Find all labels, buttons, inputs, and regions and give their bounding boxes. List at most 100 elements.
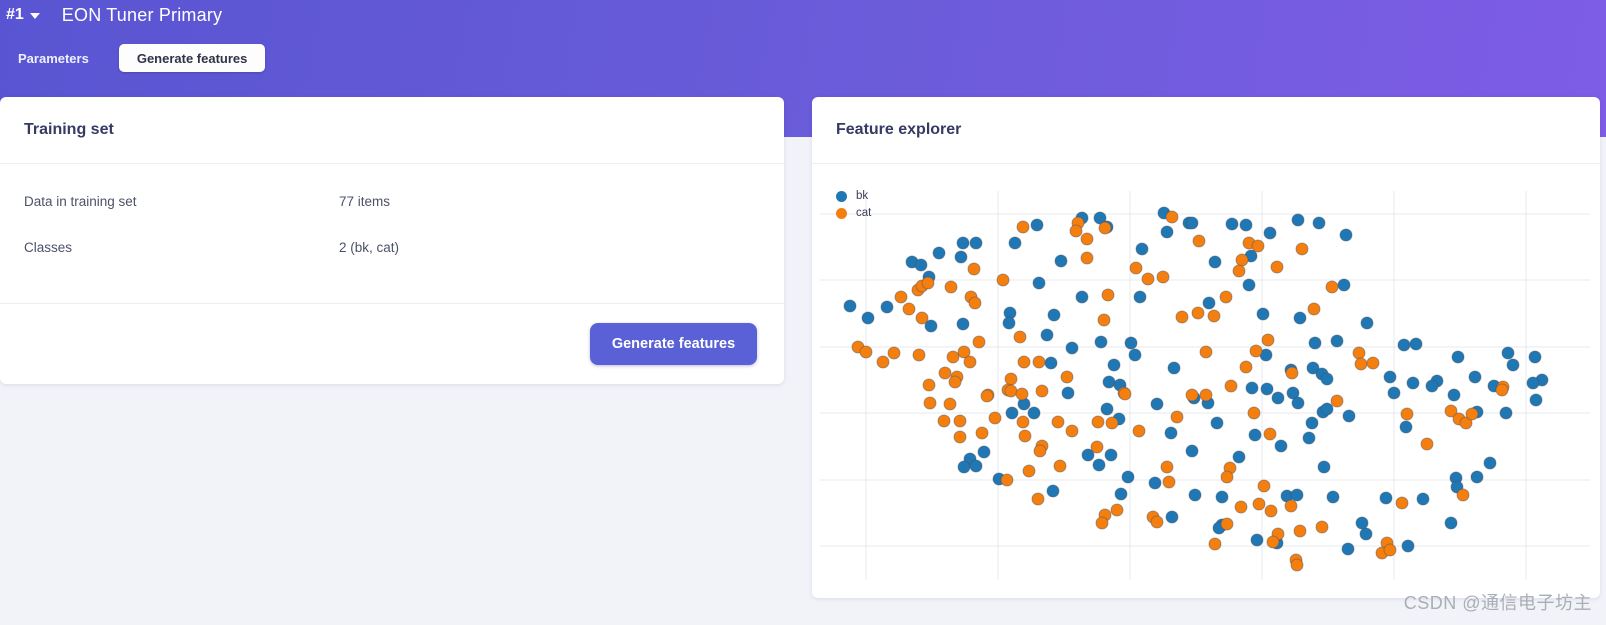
scatter-point-bk [1202, 296, 1216, 310]
scatter-point-bk [1406, 376, 1420, 390]
scatter-point-cat [1051, 415, 1065, 429]
scatter-point-cat [1053, 459, 1067, 473]
scatter-point-bk [1164, 426, 1178, 440]
scatter-point-cat [1015, 387, 1029, 401]
scatter-point-bk [1185, 216, 1199, 230]
scatter-point-bk [1306, 361, 1320, 375]
scatter-point-cat [922, 378, 936, 392]
scatter-point-cat [1065, 424, 1079, 438]
scatter-point-bk [1383, 370, 1397, 384]
scatter-point-cat [1118, 387, 1132, 401]
scatter-point-bk [1114, 487, 1128, 501]
scatter-point-cat [1284, 499, 1298, 513]
legend-label-cat: cat [856, 207, 872, 219]
watermark-text: CSDN @通信电子坊主 [1403, 593, 1592, 613]
scatter-point-cat [1141, 272, 1155, 286]
scatter-point-cat [953, 414, 967, 428]
scatter-point-cat [1185, 388, 1199, 402]
legend-item-cat[interactable]: cat [836, 207, 871, 219]
scatter-point-bk [1210, 416, 1224, 430]
scatter-point-bk [1030, 218, 1044, 232]
scatter-point-cat [1232, 264, 1246, 278]
scatter-point-cat [1091, 415, 1105, 429]
scatter-point-cat [876, 355, 890, 369]
scatter-point-bk [1040, 328, 1054, 342]
scatter-point-cat [1220, 517, 1234, 531]
scatter-point-cat [1175, 310, 1189, 324]
row-data-in-training-set: Data in training set 77 items [24, 178, 760, 224]
scatter-point-bk [1005, 406, 1019, 420]
scatter-point-cat [1220, 470, 1234, 484]
scatter-point-cat [1325, 280, 1339, 294]
scatter-point-cat [963, 355, 977, 369]
scatter-point-bk [1317, 460, 1331, 474]
scatter-point-cat [1097, 313, 1111, 327]
row-label: Data in training set [24, 193, 137, 209]
scatter-point-bk [1339, 228, 1353, 242]
legend-item-bk[interactable]: bk [836, 190, 871, 202]
scatter-point-bk [1501, 346, 1515, 360]
run-selector-dropdown[interactable]: #1 [6, 6, 40, 24]
scatter-point-bk [843, 299, 857, 313]
scatter-point-bk [1165, 510, 1179, 524]
scatter-point-cat [968, 296, 982, 310]
scatter-point-cat [1263, 427, 1277, 441]
scatter-point-bk [1044, 356, 1058, 370]
scatter-point-bk [1425, 379, 1439, 393]
scatter-point-bk [1529, 393, 1543, 407]
page-title: EON Tuner Primary [61, 4, 223, 25]
training-set-card-header: Training set [0, 97, 784, 164]
scatter-point-bk [1499, 406, 1513, 420]
scatter-point-cat [1465, 407, 1479, 421]
scatter-point-bk [956, 236, 970, 250]
scatter-point-cat [1395, 496, 1409, 510]
scatter-point-cat [1016, 415, 1030, 429]
training-set-card-footer: Generate features [0, 303, 784, 384]
scatter-point-cat [1013, 330, 1027, 344]
training-set-title: Training set [24, 121, 114, 138]
scatter-point-cat [1150, 515, 1164, 529]
scatter-point-cat [1315, 520, 1329, 534]
tab-parameters[interactable]: Parameters [18, 50, 89, 66]
scatter-point-bk [1250, 533, 1264, 547]
row-value: 2 (bk, cat) [339, 239, 400, 255]
legend-swatch-cat [836, 207, 847, 219]
scatter-point-bk [1290, 488, 1304, 502]
scatter-point-bk [1387, 386, 1401, 400]
scatter-point-cat [859, 345, 873, 359]
scatter-point-bk [1185, 444, 1199, 458]
scatter-point-cat [921, 276, 935, 290]
scatter-point-bk [1451, 350, 1465, 364]
scatter-point-cat [943, 397, 957, 411]
scatter-point-cat [975, 426, 989, 440]
scatter-point-cat [1105, 416, 1119, 430]
scatter-point-bk [1104, 448, 1118, 462]
scatter-point-bk [1528, 350, 1542, 364]
scatter-point-bk [1447, 388, 1461, 402]
feature-explorer-title: Feature explorer [836, 121, 962, 138]
scatter-point-cat [1207, 309, 1221, 323]
scatter-point-cat [1266, 535, 1280, 549]
generate-features-button[interactable]: Generate features [590, 323, 757, 365]
scatter-point-bk [1326, 490, 1340, 504]
scatter-point-bk [932, 246, 946, 260]
scatter-point-cat [1101, 288, 1115, 302]
scatter-point-bk [969, 236, 983, 250]
tab-generate-features[interactable]: Generate features [118, 44, 266, 72]
feature-explorer-chart[interactable]: bk cat [820, 178, 1590, 580]
scatter-point-bk [1379, 491, 1393, 505]
scatter-point-bk [1470, 470, 1484, 484]
legend-swatch-bk [836, 190, 847, 202]
scatter-point-bk [1337, 278, 1351, 292]
scatter-point-bk [1286, 386, 1300, 400]
scatter-point-bk [1409, 337, 1423, 351]
scatter-point-cat [1354, 357, 1368, 371]
scatter-point-cat [967, 262, 981, 276]
scatter-point-cat [1295, 242, 1309, 256]
scatter-point-cat [1234, 500, 1248, 514]
scatter-point-cat [1004, 372, 1018, 386]
scatter-point-bk [977, 445, 991, 459]
scatter-point-bk [1444, 516, 1458, 530]
scatter-point-cat [1270, 260, 1284, 274]
scatter-point-cat [988, 411, 1002, 425]
